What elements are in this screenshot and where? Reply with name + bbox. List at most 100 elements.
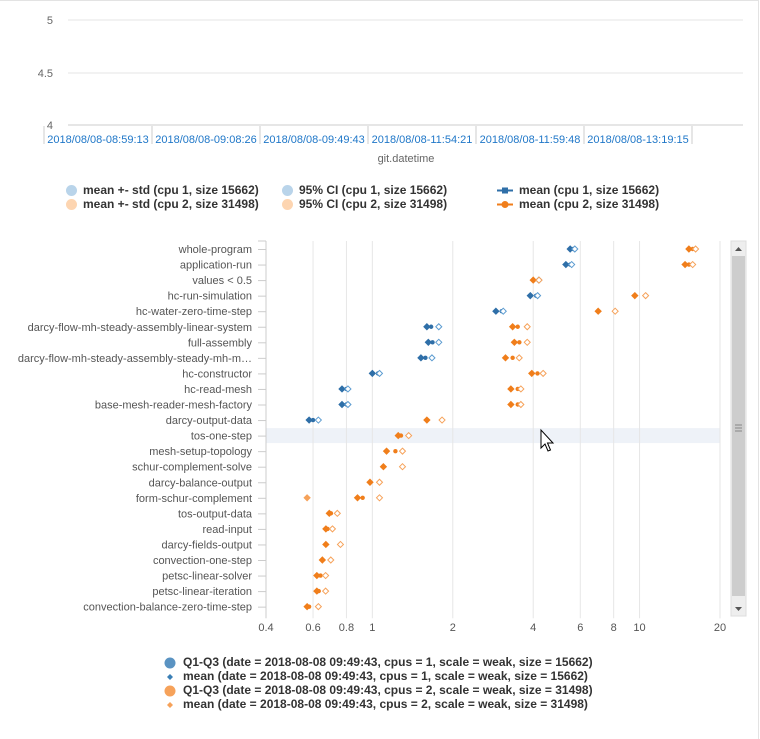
mean-diamond-marker[interactable] — [567, 260, 576, 269]
mean-diamond-marker[interactable] — [528, 369, 536, 378]
mean-diamond-marker[interactable] — [428, 354, 436, 362]
q1-q3-marker[interactable] — [360, 495, 365, 500]
q1-q3-marker[interactable] — [430, 340, 435, 345]
mean-diamond-marker[interactable] — [327, 556, 335, 564]
mean-diamond-marker[interactable] — [375, 478, 384, 486]
mean-diamond-marker[interactable] — [375, 494, 384, 502]
mean-diamond-marker[interactable] — [322, 540, 330, 549]
mean-diamond-marker[interactable] — [523, 338, 531, 347]
vertical-scrollbar[interactable] — [730, 240, 747, 617]
q1-q3-marker[interactable] — [517, 340, 522, 345]
category-label[interactable]: whole-program — [178, 244, 252, 256]
legend-item[interactable]: 95% CI (cpu 1, size 15662) — [282, 183, 447, 197]
mean-diamond-marker[interactable] — [611, 307, 619, 315]
category-label[interactable]: hc-read-mesh — [184, 384, 252, 396]
mean-diamond-marker[interactable] — [333, 509, 342, 518]
q1-q3-marker[interactable] — [510, 355, 515, 361]
category-label[interactable]: hc-constructor — [182, 368, 252, 380]
mean-diamond-marker[interactable] — [641, 291, 650, 300]
category-label[interactable]: convection-one-step — [153, 555, 252, 567]
mean-diamond-marker[interactable] — [529, 276, 537, 284]
mean-diamond-marker[interactable] — [688, 260, 697, 269]
mean-diamond-marker[interactable] — [594, 307, 602, 315]
legend-item[interactable]: mean +- std (cpu 1, size 15662) — [66, 183, 259, 197]
category-label[interactable]: petsc-linear-solver — [162, 571, 252, 583]
mean-diamond-marker[interactable] — [523, 323, 531, 331]
mean-diamond-marker[interactable] — [508, 323, 517, 331]
mean-diamond-marker[interactable] — [322, 525, 330, 533]
category-label[interactable]: tos-output-data — [178, 508, 253, 520]
mean-diamond-marker[interactable] — [517, 385, 525, 393]
mean-diamond-marker[interactable] — [685, 245, 693, 253]
x-tick-label[interactable]: 2018/08/08-09:49:43 — [263, 134, 365, 146]
category-label[interactable]: hc-run-simulation — [168, 291, 252, 303]
mean-diamond-marker[interactable] — [328, 525, 337, 533]
mean-diamond-marker[interactable] — [435, 338, 443, 347]
mean-diamond-marker[interactable] — [314, 416, 323, 424]
mean-diamond-marker[interactable] — [398, 462, 407, 471]
category-label[interactable]: darcy-fields-output — [162, 539, 253, 551]
mean-diamond-marker[interactable] — [438, 416, 446, 424]
mean-diamond-marker[interactable] — [375, 369, 384, 378]
category-label[interactable]: application-run — [180, 260, 252, 272]
legend-item[interactable]: mean (cpu 1, size 15662) — [497, 183, 659, 197]
mean-diamond-marker[interactable] — [515, 354, 523, 362]
mean-diamond-marker[interactable] — [691, 245, 700, 253]
mean-diamond-marker[interactable] — [338, 400, 346, 409]
q1-q3-marker[interactable] — [310, 417, 316, 423]
category-label[interactable]: darcy-output-data — [166, 415, 253, 427]
mean-diamond-marker[interactable] — [571, 245, 579, 253]
mean-diamond-marker[interactable] — [314, 602, 323, 611]
mean-diamond-marker[interactable] — [501, 354, 510, 362]
mean-diamond-marker[interactable] — [492, 307, 500, 315]
x-tick-label[interactable]: 2018/08/08-09:08:26 — [155, 134, 257, 146]
category-label[interactable]: base-mesh-reader-mesh-factory — [95, 400, 253, 412]
category-label[interactable]: tos-one-step — [191, 431, 252, 443]
mean-diamond-marker[interactable] — [423, 416, 431, 424]
mean-diamond-marker[interactable] — [321, 571, 330, 580]
q1-q3-marker[interactable] — [686, 262, 692, 267]
legend-item[interactable]: 95% CI (cpu 2, size 31498) — [282, 197, 447, 211]
mean-diamond-marker[interactable] — [344, 400, 352, 409]
mean-diamond-marker[interactable] — [510, 338, 519, 347]
x-tick-label[interactable]: 2018/08/08-11:59:48 — [480, 134, 581, 146]
x-tick-label[interactable]: 2018/08/08-11:54:21 — [372, 134, 473, 146]
category-label[interactable]: darcy-balance-output — [149, 477, 252, 489]
mean-diamond-marker[interactable] — [382, 447, 391, 455]
legend-item[interactable]: mean (date = 2018-08-08 09:49:43, cpus =… — [164, 669, 588, 683]
mean-diamond-marker[interactable] — [336, 540, 345, 549]
mean-diamond-marker[interactable] — [507, 400, 515, 409]
mean-diamond-marker[interactable] — [507, 385, 515, 393]
q1-q3-marker[interactable] — [535, 371, 540, 376]
mean-diamond-marker[interactable] — [353, 494, 362, 502]
q1-q3-marker[interactable] — [393, 448, 398, 454]
q1-q3-marker[interactable] — [515, 324, 520, 329]
q1-q3-marker[interactable] — [423, 355, 428, 361]
legend-item[interactable]: mean (cpu 2, size 31498) — [497, 197, 659, 211]
mean-diamond-marker[interactable] — [499, 307, 507, 315]
mean-diamond-marker[interactable] — [325, 509, 333, 518]
category-label[interactable]: petsc-linear-iteration — [152, 586, 252, 598]
scroll-down-icon[interactable] — [735, 607, 742, 611]
legend-item[interactable]: mean +- std (cpu 2, size 31498) — [66, 197, 259, 211]
category-label[interactable]: convection-balance-zero-time-step — [83, 602, 252, 614]
mean-diamond-marker[interactable] — [303, 494, 311, 502]
scroll-up-icon[interactable] — [735, 247, 742, 251]
mean-diamond-marker[interactable] — [313, 571, 321, 580]
scrollbar-thumb[interactable] — [732, 256, 745, 596]
legend-item[interactable]: Q1-Q3 (date = 2018-08-08 09:49:43, cpus … — [164, 683, 593, 697]
mean-diamond-marker[interactable] — [366, 478, 374, 486]
mean-diamond-marker[interactable] — [435, 323, 443, 331]
mean-diamond-marker[interactable] — [417, 354, 425, 362]
legend-item[interactable]: Q1-Q3 (date = 2018-08-08 09:49:43, cpus … — [164, 655, 593, 669]
category-label[interactable]: hc-water-zero-time-step — [136, 306, 252, 318]
legend-item[interactable]: mean (date = 2018-08-08 09:49:43, cpus =… — [164, 697, 588, 711]
q1-q3-marker[interactable] — [428, 324, 434, 329]
mean-diamond-marker[interactable] — [631, 291, 639, 300]
category-label[interactable]: darcy-flow-mh-steady-assembly-steady-mh-… — [18, 353, 252, 365]
category-label[interactable]: read-input — [202, 524, 252, 536]
mean-diamond-marker[interactable] — [533, 291, 542, 300]
mean-diamond-marker[interactable] — [424, 338, 433, 347]
category-label[interactable]: values < 0.5 — [192, 275, 252, 287]
mean-diamond-marker[interactable] — [681, 260, 689, 269]
